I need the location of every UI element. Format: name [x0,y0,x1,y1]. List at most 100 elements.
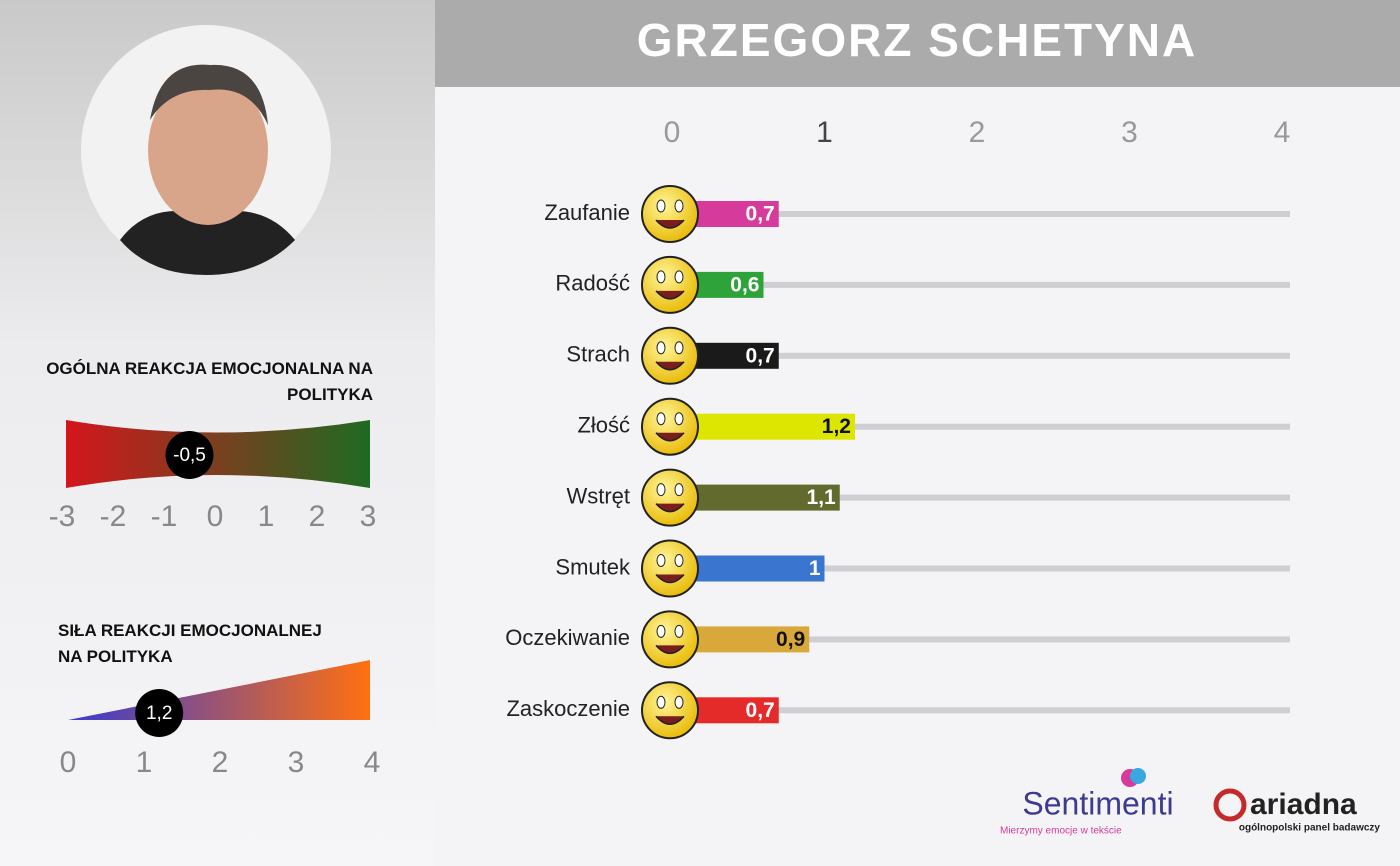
emoji [641,539,699,598]
ariadna-tagline: ogólnopolski panel badawczy [1239,823,1381,834]
emoji-eye [674,695,684,709]
x-tick-label: 0 [60,746,77,779]
x-tick-label: 2 [212,746,229,779]
emoji [641,326,699,385]
emoji-eye [674,270,684,284]
bar-track [690,494,1290,501]
bar-track [690,707,1290,714]
emoji-face [641,610,699,669]
gauge-title: OGÓLNA REAKCJA EMOCJONALNA NA POLITYKA [46,359,373,404]
x-tick-label: 3 [1121,116,1138,149]
header-title: GRZEGORZ SCHETYNA [637,14,1197,66]
emoji-face [641,326,699,385]
emoji-eye [656,412,666,426]
emoji-face [641,255,699,314]
emoji [641,681,699,740]
emoji-face [641,468,699,527]
bar [672,413,855,440]
x-tick-label: 1 [136,746,153,779]
category-label: Oczekiwanie [505,625,630,650]
category-label: Strach [566,342,630,367]
x-tick-label: 3 [360,500,377,533]
gauge-value: -0,5 [173,445,206,466]
emoji-eye [656,624,666,638]
emoji-eye [656,554,666,567]
bar-track [690,565,1290,572]
x-tick-label: 4 [1274,116,1291,149]
x-tick-label: -1 [151,500,178,533]
emoji [641,397,699,456]
emoji-eye [656,483,666,497]
x-tick-label: 1 [816,116,833,149]
sentimenti-logo: Sentimenti [1022,785,1173,821]
category-label: Zaskoczenie [506,696,630,721]
value-label: 0,6 [730,273,759,296]
ariadna-logo: ariadna [1250,788,1357,821]
emoji [641,610,699,669]
emoji-eye [674,483,684,497]
emoji-mouth [655,290,685,300]
emoji-mouth [655,361,685,371]
ariadna-icon [1213,788,1247,822]
emoji-face [641,681,699,740]
emoji [641,255,699,314]
emoji-face [641,185,699,243]
emoji-eye [674,199,684,213]
emoji-eye [656,341,666,355]
emoji-eye [656,695,666,709]
emoji-eye [674,554,684,567]
value-label: 0,7 [746,344,775,367]
emoji-eye [674,341,684,355]
emoji [641,468,699,527]
emoji-eye [656,270,666,284]
x-tick-label: 4 [364,746,381,779]
emoji-eye [674,412,684,426]
value-label: 0,9 [776,628,805,651]
emoji-mouth [655,644,685,655]
bar-track [690,281,1290,288]
x-tick-label: 1 [258,500,275,533]
category-label: Zaufanie [544,200,630,225]
wedge-marker [135,689,184,737]
emoji-face [641,539,699,598]
x-tick-label: -2 [100,500,127,533]
value-label: 1,2 [822,415,851,438]
x-tick-label: 0 [207,500,224,533]
category-label: Złość [577,413,630,438]
x-tick-label: 3 [288,746,305,779]
sentimenti-icon [1130,768,1146,784]
x-tick-label: 2 [309,500,326,533]
emoji-mouth [655,715,685,726]
x-tick-label: 0 [664,116,681,149]
bar-track [690,636,1290,643]
sentimenti-tagline: Mierzymy emocje w tekście [1000,826,1122,837]
bar-track [690,352,1290,359]
value-label: 0,7 [746,203,775,226]
wedge-value: 1,2 [146,703,172,724]
category-label: Radość [555,271,630,296]
gauge-marker [165,431,214,479]
emoji [641,185,699,243]
x-tick-label: -3 [49,500,76,533]
emoji-mouth [655,432,685,442]
bar [672,484,840,511]
category-label: Smutek [555,554,631,579]
gauge-title: SIŁA REAKCJI EMOCJONALNEJ NA POLITYKA [58,621,322,666]
emoji-eye [656,199,666,213]
emoji-mouth [655,574,685,584]
emoji-mouth [655,219,685,229]
emoji-face [641,397,699,456]
value-label: 0,7 [746,699,775,722]
value-label: 1 [809,557,821,580]
bar-track [690,211,1290,217]
emoji-eye [674,624,684,638]
emoji-mouth [655,503,685,513]
x-tick-label: 2 [969,116,986,149]
portrait [81,25,331,275]
header-bar [435,0,1400,87]
gauge-band [66,420,370,488]
value-label: 1,1 [807,486,837,509]
category-label: Wstręt [566,483,630,508]
